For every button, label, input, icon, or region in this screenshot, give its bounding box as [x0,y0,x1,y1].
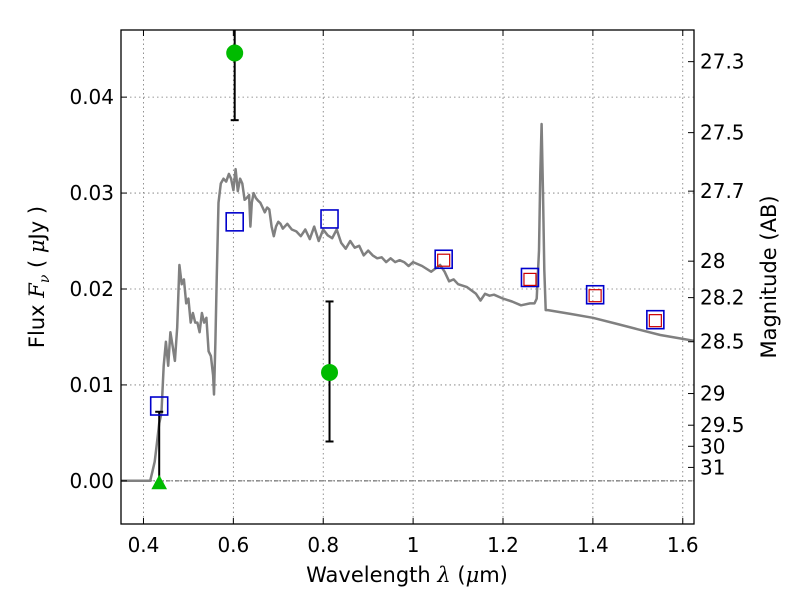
magnitude-tick-label: 29.5 [700,413,745,437]
grid-lines [121,30,694,524]
observed-flux-point [321,363,339,381]
magnitude-tick-label: 27.5 [700,121,745,145]
model-flux-point [149,396,169,416]
y-tick-label: 0.04 [69,85,114,109]
magnitude-tick-label: 28.2 [700,286,745,310]
plot-frame [120,29,695,525]
magnitude-tick-label: 28 [700,249,725,273]
model-flux-inner-point [648,314,662,328]
y-tick-label: 0.03 [69,181,114,205]
x-tick-label: 0.8 [307,533,339,557]
right-axis-label: Magnitude (AB) [757,195,781,358]
x-axis-label: Wavelength λ (μm) [306,563,508,587]
axis-ticks [121,30,694,524]
magnitude-tick-label: 30 [700,434,725,458]
lambda-symbol: λ [436,563,450,587]
model-flux-inner-point [437,253,451,267]
y-tick-label: 0.01 [69,373,114,397]
magnitude-tick-label: 31 [700,455,725,479]
model-flux-inner-point [523,272,537,286]
y-axis-label: Flux Fν ( μJy ) [25,206,53,348]
x-tick-label: 0.6 [217,533,249,557]
magnitude-tick-label: 29 [700,382,725,406]
model-flux-point [520,267,540,288]
magnitude-tick-label: 27.3 [700,50,745,74]
tick-labels: 0.4 0.6 0.8 1 1.2 1.4 1.6 0.00 0.01 0.02 0.03 0.04 2… [69,50,744,557]
plot-data [121,30,695,490]
mu-symbol-y: μ [25,239,49,253]
observed-flux-point [226,44,244,62]
y-axis-label-unit-open: ( [25,253,49,275]
template-spectrum-line [121,122,695,483]
mu-symbol: μ [466,563,480,587]
model-flux-point [585,284,605,305]
model-flux-point [646,309,665,330]
upper-limit-marker [151,474,168,490]
f-symbol: F [25,282,49,299]
x-tick-label: 0.4 [128,533,160,557]
x-axis-label-unit-open: ( [451,563,466,587]
nu-subscript: ν [37,274,53,283]
model-flux-point [434,249,453,270]
y-axis-label-unit-close: Jy ) [25,206,49,242]
model-flux-point [320,209,339,229]
model-flux-inner-point [588,289,602,303]
x-tick-label: 1 [407,533,420,557]
y-tick-label: 0.00 [69,469,114,493]
x-tick-label: 1.6 [667,533,699,557]
x-tick-label: 1.2 [487,533,519,557]
magnitude-tick-label: 28.5 [700,330,745,354]
model-flux-point [225,212,245,232]
x-tick-label: 1.4 [577,533,609,557]
magnitude-tick-label: 27.7 [700,179,745,203]
x-axis-label-text: Wavelength [306,563,437,587]
y-axis-label-text: Flux [25,298,49,348]
y-tick-label: 0.02 [69,277,114,301]
x-axis-label-unit-close: m) [479,563,508,587]
